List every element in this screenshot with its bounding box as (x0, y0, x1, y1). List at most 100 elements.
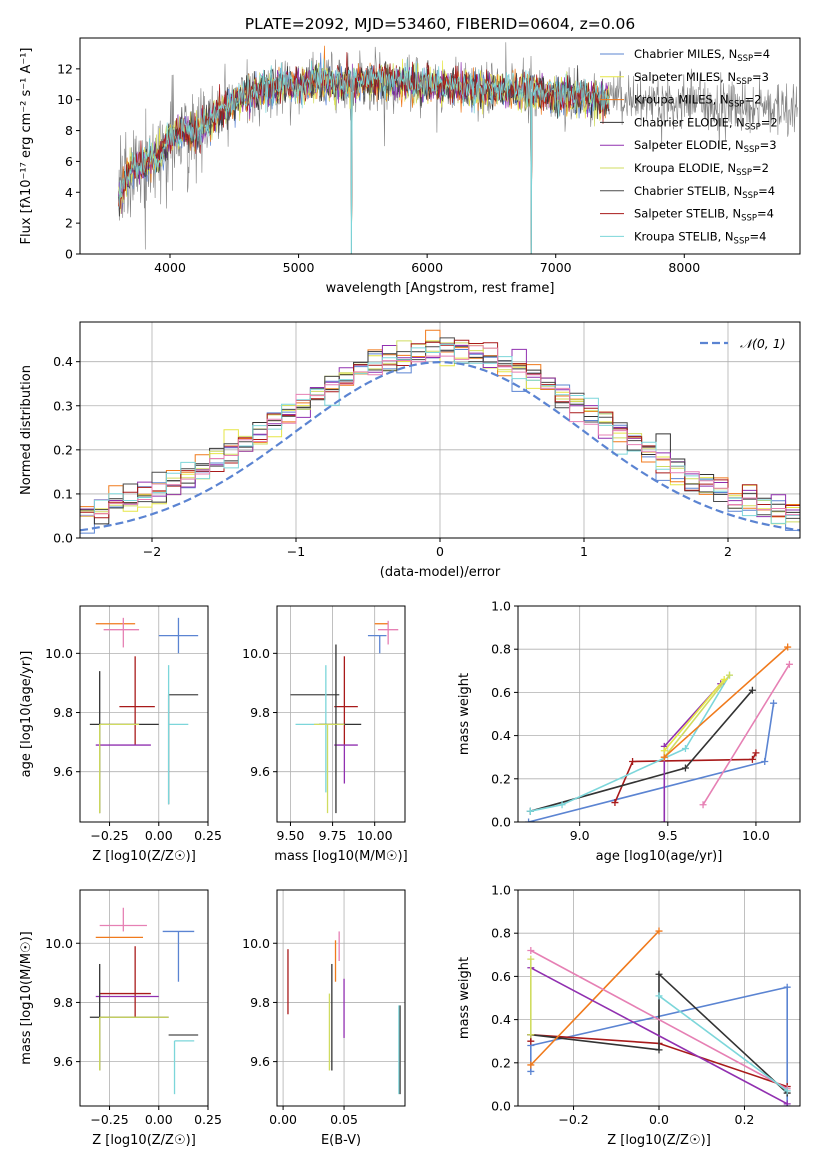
age_vs_mass-frame (276, 605, 406, 823)
mass_vs_EBV-xlabel: E(B-V) (321, 1133, 361, 1148)
age_vs_Z-xtick-label: 0.25 (194, 828, 222, 843)
weight_vs_age-marker-0-2 (770, 699, 778, 707)
weight_vs_age-frame (517, 605, 801, 823)
age_vs_Z-panel: −0.25 0.00 0.25 9.6 9.8 10.0 Z [log10(Z/Z☉)] ag… (19, 605, 222, 864)
weight_vs_age-marker-3-0 (526, 807, 534, 815)
age_vs_Z-point-1 (103, 617, 140, 648)
weight_vs_Z-series-6 (658, 995, 788, 1092)
age_vs_mass-panel: 9.50 9.75 10.00 9.6 9.8 10.0 mass [log10(M/M☉)… (242, 605, 408, 864)
age_vs_mass-point-8 (314, 723, 345, 814)
figure-panels: Chabrier MILES, NSSP=4 Salpeter MILES, NS… (19, 37, 801, 1148)
legend-label-5: Kroupa ELODIE, NSSP=2 (634, 161, 769, 178)
spectrum-ytick-label: 4 (65, 185, 73, 200)
residuals-xtick-label: −1 (287, 544, 305, 559)
weight_vs_age-marker-7-1 (785, 660, 793, 668)
weight_vs_age-marker-6-1 (784, 643, 792, 651)
residuals-panel: 𝒩(0, 1) −2 −1 0 1 2 0.0 0.1 0.2 0.3 0.4 (data-model… (19, 321, 801, 580)
weight_vs_age-marker-7-0 (699, 801, 707, 809)
weight_vs_age-series-5 (663, 674, 731, 758)
weight_vs_age-ytick-label: 0.0 (491, 815, 511, 830)
figure-title: PLATE=2092, MJD=53460, FIBERID=0604, z=0… (245, 15, 635, 33)
weight_vs_Z-marker-6-1 (783, 1087, 791, 1095)
weight_vs_age-marker-8-1 (720, 675, 728, 683)
age_vs_Z-xlabel: Z [log10(Z/Z☉)] (92, 849, 196, 864)
legend-label-4: Salpeter ELODIE, NSSP=3 (634, 138, 777, 155)
weight_vs_age-series-7 (702, 663, 791, 806)
mass_vs_EBV-ytick-label: 10.0 (242, 936, 270, 951)
weight_vs_age-marker-1-1 (629, 758, 637, 766)
spectrum-xtick-label: 8000 (668, 260, 700, 275)
mass_vs_Z-point-3 (99, 946, 151, 1018)
weight_vs_Z-ylabel: mass weight (457, 957, 472, 1039)
age_vs_Z-point-5 (167, 694, 199, 805)
age_vs_Z-plot-area (80, 606, 208, 822)
model-spectrum-8 (118, 58, 610, 254)
weight_vs_age-marker-3-2 (681, 745, 689, 753)
weight_vs_age-marker-2-2 (748, 686, 756, 694)
age_vs_Z-frame (79, 605, 209, 823)
weight_vs_age-marker-1-3 (752, 749, 760, 757)
weight_vs_age-marker-2-1 (681, 764, 689, 772)
legend-label-6: Chabrier STELIB, NSSP=4 (634, 184, 775, 201)
spectrum-xtick-label: 7000 (540, 260, 572, 275)
weight_vs_Z-xtick-label: 0.0 (649, 1112, 669, 1127)
weight_vs_Z-marker-0-2 (783, 983, 791, 991)
weight_vs_age-xtick-label: 9.0 (570, 828, 590, 843)
weight_vs_age-marker-4-0 (660, 818, 668, 822)
weight_vs_age-marker-8-0 (660, 747, 668, 755)
mass_vs_Z-ylabel: mass [log10(M/M☉)] (19, 931, 34, 1064)
residuals-plot-area (80, 322, 800, 538)
mass_vs_Z-point-0 (99, 907, 147, 932)
weight_vs_Z-ytick-label: 0.8 (491, 926, 511, 941)
mass_vs_Z-xtick-label: 0.00 (145, 1112, 173, 1127)
weight_vs_Z-ytick-label: 0.0 (491, 1099, 511, 1114)
age_vs_Z-point-6 (167, 665, 189, 805)
spectrum-frame (79, 37, 801, 255)
weight_vs_age-ylabel: mass weight (457, 673, 472, 755)
weight_vs_Z-marker-5-1 (783, 1100, 791, 1106)
legend-label-2: Kroupa MILES, NSSP=2 (634, 93, 761, 110)
age_vs_Z-point-3 (119, 656, 155, 746)
weight_vs_age-marker-0-0 (525, 818, 533, 822)
spectrum-xlabel: wavelength [Angstrom, rest frame] (326, 281, 555, 296)
residuals-ytick-label: 0.3 (53, 398, 73, 413)
mass_vs_Z-xtick-label: −0.25 (90, 1112, 128, 1127)
legend-label-1: Salpeter MILES, NSSP=3 (634, 70, 769, 87)
age_vs_Z-ytick-label: 9.6 (53, 764, 73, 779)
weight_vs_Z-series-5 (530, 967, 788, 1105)
legend-label-7: Salpeter STELIB, NSSP=4 (634, 207, 774, 224)
weight_vs_Z-ytick-label: 0.6 (491, 969, 511, 984)
weight_vs_Z-series-3 (530, 930, 660, 1066)
weight_vs_age-ytick-label: 0.2 (491, 771, 511, 786)
weight_vs_age-ytick-label: 1.0 (491, 599, 511, 614)
age_vs_mass-xtick-label: 9.50 (277, 828, 305, 843)
mass_vs_Z-point-8 (99, 1016, 169, 1071)
spectrum-ytick-label: 10 (57, 92, 73, 107)
weight_vs_Z-series-4 (530, 949, 788, 1090)
mass_vs_Z-ytick-label: 9.8 (53, 995, 73, 1010)
age_vs_mass-xtick-label: 9.75 (319, 828, 347, 843)
weight_vs_Z-marker-3-0 (527, 1061, 535, 1069)
spectrum-legend: Chabrier MILES, NSSP=4 Salpeter MILES, NS… (600, 47, 778, 246)
weight_vs_Z-ytick-label: 0.2 (491, 1055, 511, 1070)
residuals-xlabel: (data-model)/error (380, 565, 501, 580)
weight_vs_Z-marker-2-2 (655, 970, 663, 978)
spectrum-ylabel: Flux [fλ10⁻¹⁷ erg cm⁻² s⁻¹ A⁻¹] (19, 48, 34, 245)
legend-label-8: Kroupa STELIB, NSSP=4 (634, 229, 766, 246)
mass_vs_Z-ytick-label: 9.6 (53, 1054, 73, 1069)
weight_vs_Z-xtick-label: 0.2 (735, 1112, 755, 1127)
age_vs_mass-ytick-label: 10.0 (242, 646, 270, 661)
mass_vs_Z-plot-area (80, 890, 208, 1106)
mass_vs_Z-xlabel: Z [log10(Z/Z☉)] (92, 1133, 196, 1148)
age_vs_Z-xtick-label: −0.25 (90, 828, 128, 843)
age_vs_mass-point-6 (295, 665, 327, 793)
age_vs_Z-ytick-label: 9.8 (53, 705, 73, 720)
weight_vs_Z-series-2 (530, 972, 788, 1094)
spectrum-xtick-label: 6000 (411, 260, 443, 275)
normal-reference-curve (80, 360, 800, 532)
legend-label-0: Chabrier MILES, NSSP=4 (634, 47, 770, 64)
residuals-xtick-label: 0 (436, 544, 444, 559)
mass_vs_EBV-plot-area (277, 890, 405, 1106)
legend-label-3: Chabrier ELODIE, NSSP=2 (634, 115, 778, 132)
weight_vs_Z-marker-2-1 (655, 1046, 663, 1054)
